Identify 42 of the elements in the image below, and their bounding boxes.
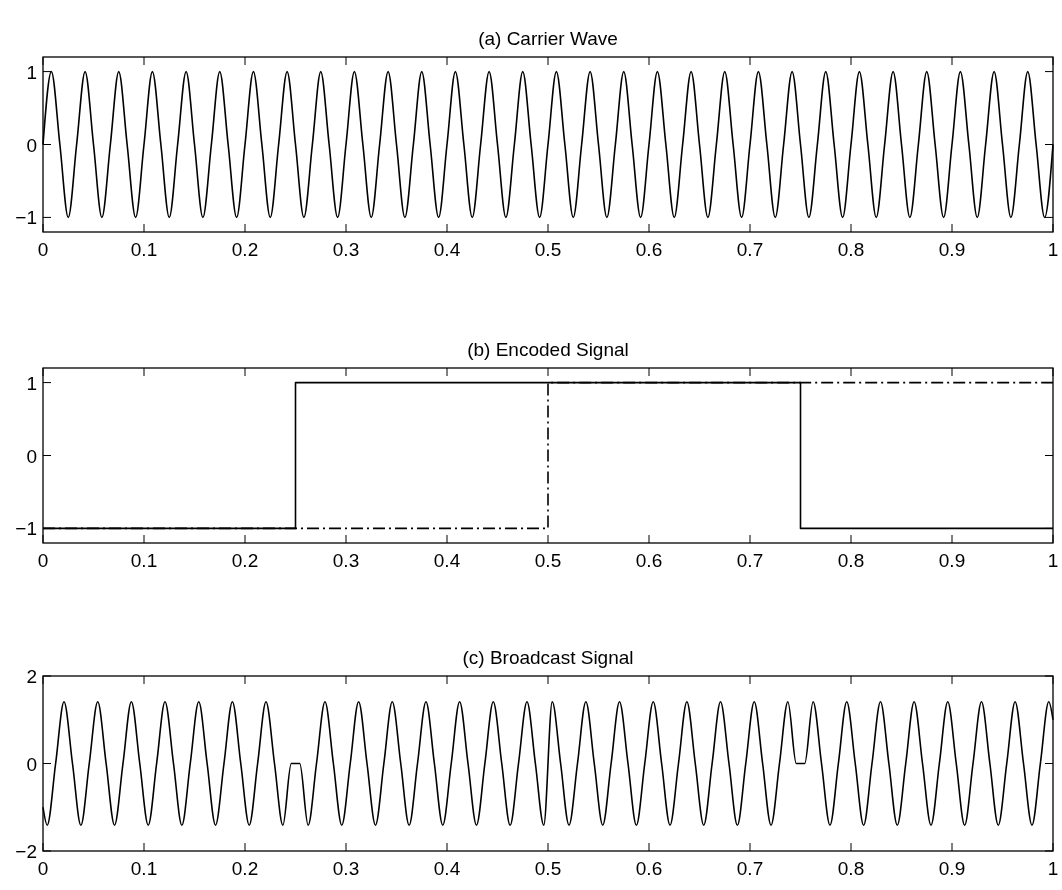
x-tick-label: 0.2 bbox=[231, 239, 259, 260]
x-tick-label: 0.4 bbox=[433, 239, 461, 260]
x-tick-label: 0.9 bbox=[938, 239, 966, 260]
y-tick-label: 1 bbox=[26, 61, 37, 83]
y-tick-label: −2 bbox=[15, 841, 37, 862]
y-tick-label: 0 bbox=[26, 753, 37, 775]
x-tick-label: 0.9 bbox=[938, 858, 966, 879]
x-tick-label: 1 bbox=[1047, 550, 1059, 571]
y-tick-label: 2 bbox=[26, 666, 37, 687]
x-tick-label: 0.8 bbox=[837, 858, 865, 879]
x-tick-label: 0.7 bbox=[736, 858, 764, 879]
x-tick-label: 0.3 bbox=[332, 550, 360, 571]
x-tick-label: 0.3 bbox=[332, 239, 360, 260]
x-tick-label: 0.7 bbox=[736, 550, 764, 571]
chart-title: (c) Broadcast Signal bbox=[462, 647, 634, 668]
x-tick-label: 0.1 bbox=[130, 550, 158, 571]
x-tick-label: 0.5 bbox=[534, 239, 562, 260]
x-tick-label: 0.3 bbox=[332, 858, 360, 879]
x-tick-label: 0.4 bbox=[433, 858, 461, 879]
x-tick-label: 1 bbox=[1047, 239, 1059, 260]
x-tick-label: 0.6 bbox=[635, 239, 663, 260]
y-tick-label: −1 bbox=[15, 207, 37, 229]
x-tick-label: 0.8 bbox=[837, 550, 865, 571]
x-tick-label: 0.1 bbox=[130, 239, 158, 260]
x-tick-label: 0.2 bbox=[231, 858, 259, 879]
y-tick-label: −1 bbox=[15, 518, 37, 540]
y-tick-label: 0 bbox=[26, 445, 37, 467]
x-tick-label: 0.2 bbox=[231, 550, 259, 571]
y-tick-label: 1 bbox=[26, 372, 37, 394]
x-tick-label: 0.9 bbox=[938, 550, 966, 571]
x-tick-label: 1 bbox=[1047, 858, 1059, 879]
x-tick-label: 0.7 bbox=[736, 239, 764, 260]
y-tick-label: 0 bbox=[26, 134, 37, 156]
x-tick-label: 0.4 bbox=[433, 550, 461, 571]
chart-title: (a) Carrier Wave bbox=[478, 28, 618, 49]
x-tick-label: 0.8 bbox=[837, 239, 865, 260]
x-tick-label: 0.6 bbox=[635, 550, 663, 571]
chart-title: (b) Encoded Signal bbox=[467, 339, 629, 360]
x-tick-label: 0.5 bbox=[534, 858, 562, 879]
x-tick-label: 0.1 bbox=[130, 858, 158, 879]
x-tick-label: 0.5 bbox=[534, 550, 562, 571]
x-tick-label: 0.6 bbox=[635, 858, 663, 879]
